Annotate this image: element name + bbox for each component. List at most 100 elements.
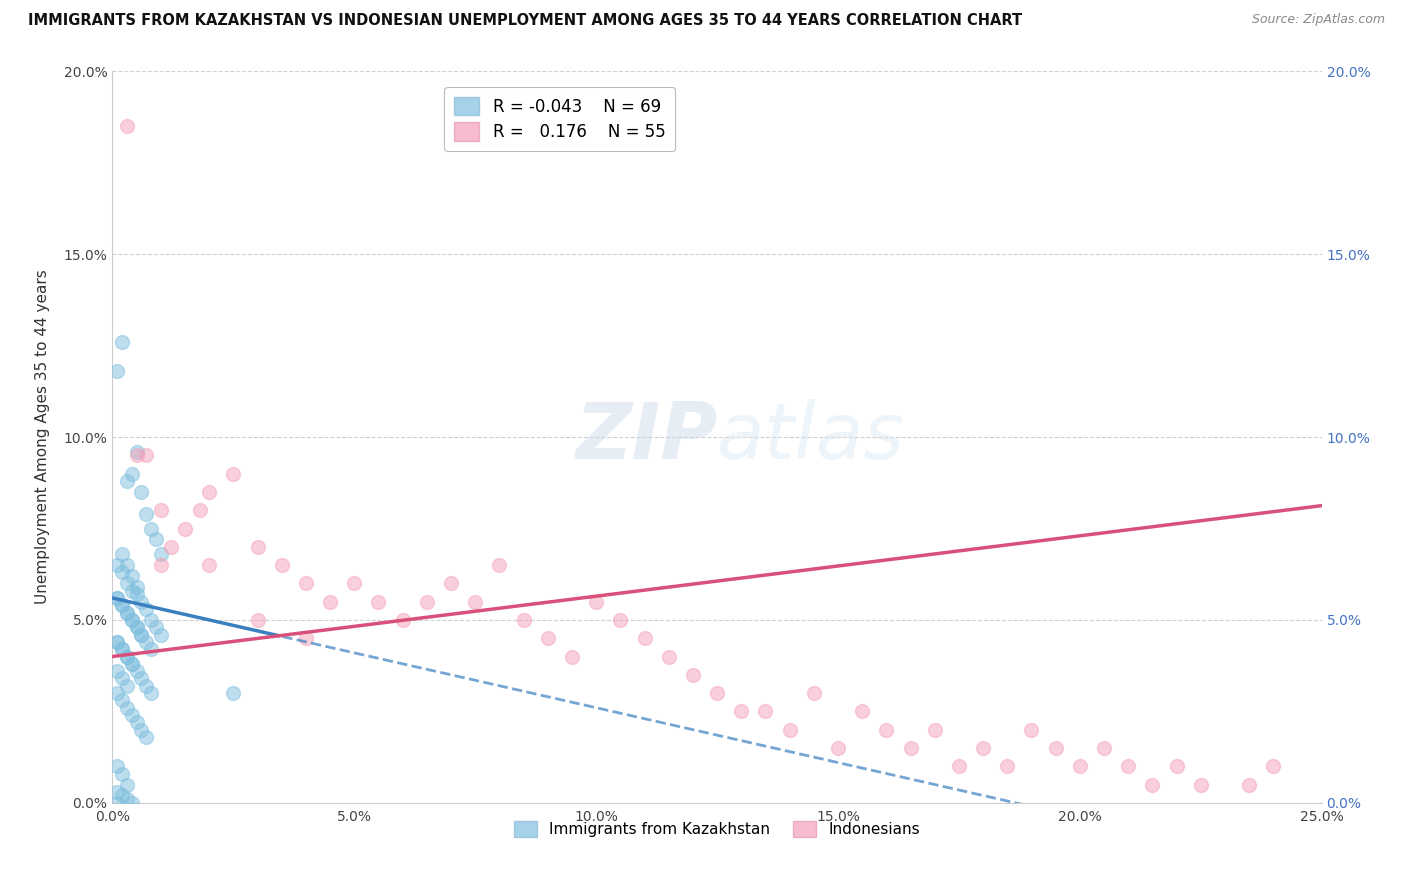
Point [125,620,148,634]
Point [149,547,172,561]
Point [105,635,128,649]
Point [149,558,172,573]
Point [246,540,269,554]
Point [105,759,128,773]
Point [115,792,138,806]
Point [1045,740,1067,755]
Point [585,594,607,608]
Point [145,533,167,547]
Point [125,448,148,462]
Point [125,664,148,678]
Legend: Immigrants from Kazakhstan, Indonesians: Immigrants from Kazakhstan, Indonesians [505,812,929,847]
Text: Source: ZipAtlas.com: Source: ZipAtlas.com [1251,13,1385,27]
Point [149,627,172,641]
Point [295,632,318,646]
Point [1142,778,1164,792]
Point [125,587,148,601]
Point [948,759,970,773]
Point [135,679,157,693]
Point [105,558,128,573]
Point [125,580,148,594]
Point [121,708,143,723]
Point [135,507,157,521]
Point [115,679,138,693]
Point [246,613,269,627]
Point [115,649,138,664]
Point [115,558,138,573]
Point [131,594,153,608]
Point [125,444,148,458]
Point [924,723,946,737]
Point [1166,759,1188,773]
Point [121,613,143,627]
Point [779,723,801,737]
Point [111,599,134,613]
Point [115,606,138,620]
Point [135,602,157,616]
Point [827,740,849,755]
Point [111,642,134,657]
Point [105,591,128,605]
Text: ZIP: ZIP [575,399,717,475]
Point [851,705,873,719]
Point [658,649,681,664]
Point [111,547,134,561]
Point [121,569,143,583]
Point [972,740,994,755]
Point [105,364,128,378]
Point [115,576,138,591]
Point [222,686,245,700]
Point [900,740,922,755]
Point [111,334,134,349]
Point [105,796,128,810]
Point [343,576,366,591]
Point [512,613,534,627]
Point [121,796,143,810]
Point [111,566,134,580]
Point [125,715,148,730]
Point [1116,759,1139,773]
Point [121,613,143,627]
Point [105,635,128,649]
Point [561,649,583,664]
Point [121,467,143,481]
Point [440,576,463,591]
Point [111,789,134,803]
Point [875,723,897,737]
Point [105,664,128,678]
Point [149,503,172,517]
Point [803,686,825,700]
Text: IMMIGRANTS FROM KAZAKHSTAN VS INDONESIAN UNEMPLOYMENT AMONG AGES 35 TO 44 YEARS : IMMIGRANTS FROM KAZAKHSTAN VS INDONESIAN… [28,13,1022,29]
Point [464,594,486,608]
Point [367,594,389,608]
Point [131,672,153,686]
Point [198,485,221,500]
Point [270,558,292,573]
Point [121,657,143,671]
Point [115,700,138,714]
Point [105,686,128,700]
Point [295,576,318,591]
Point [198,558,221,573]
Point [111,672,134,686]
Point [141,642,163,657]
Point [131,627,153,641]
Point [115,649,138,664]
Point [105,785,128,799]
Point [111,693,134,707]
Text: atlas: atlas [717,399,905,475]
Point [488,558,510,573]
Point [141,613,163,627]
Point [115,778,138,792]
Point [174,521,197,535]
Point [111,642,134,657]
Point [131,723,153,737]
Point [633,632,655,646]
Point [706,686,728,700]
Point [754,705,776,719]
Point [682,667,704,681]
Point [145,620,167,634]
Point [1092,740,1115,755]
Point [115,474,138,488]
Y-axis label: Unemployment Among Ages 35 to 44 years: Unemployment Among Ages 35 to 44 years [35,269,49,605]
